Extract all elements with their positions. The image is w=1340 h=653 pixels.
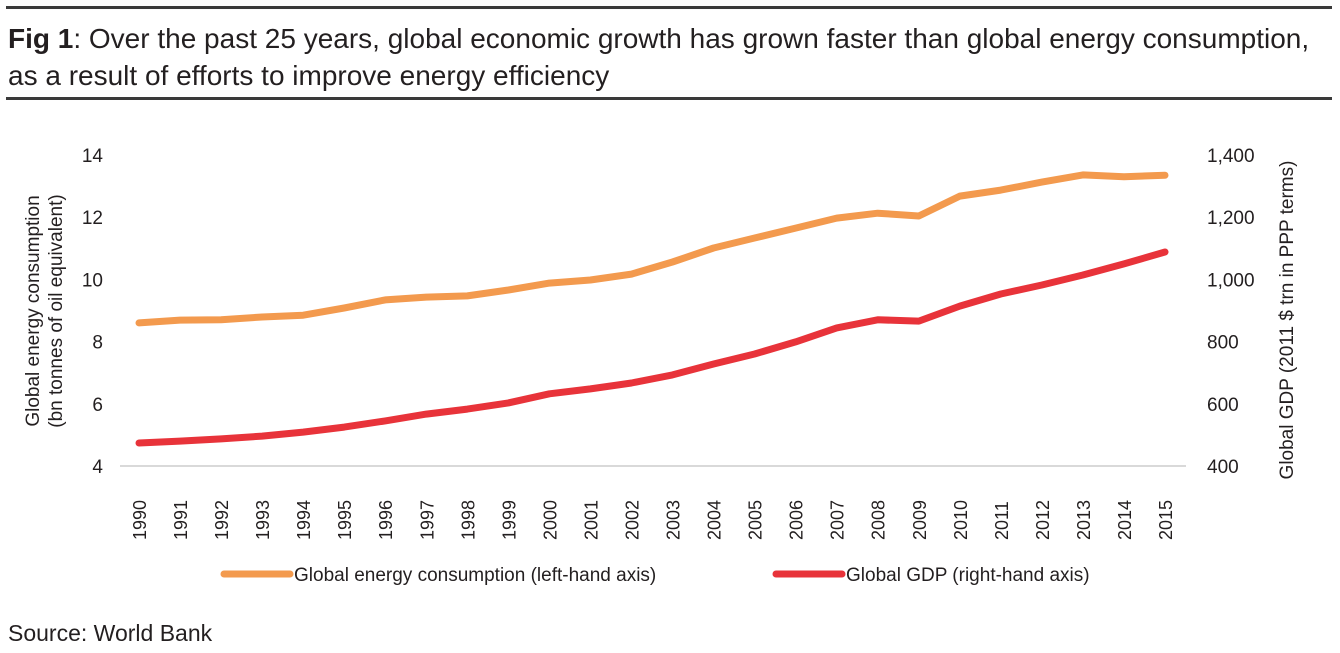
figure-title: Fig 1: Over the past 25 years, global ec…: [8, 20, 1328, 94]
y-left-tick-label: 8: [92, 333, 103, 354]
x-tick-label: 2006: [787, 500, 807, 540]
y-axis-left-label-line1: Global energy consumption: [23, 195, 44, 426]
y-left-tick-label: 14: [82, 146, 104, 167]
x-tick-label: 1995: [335, 500, 355, 540]
y-left-tick-label: 12: [82, 208, 103, 229]
x-tick-label: 2012: [1033, 500, 1053, 540]
figure-label: Fig 1: [8, 23, 74, 54]
y-axis-left-label-line2: (bn tonnes of oil equivalent): [46, 194, 67, 427]
x-tick-label: 2008: [869, 500, 889, 540]
y-right-tick-label: 600: [1207, 395, 1239, 416]
x-tick-label: 2003: [664, 500, 684, 540]
x-tick-label: 1992: [212, 500, 232, 540]
legend: Global energy consumption (left-hand axi…: [220, 565, 1090, 586]
x-tick-label: 2013: [1074, 500, 1094, 540]
x-tick-label: 2014: [1115, 500, 1135, 540]
x-tick-label: 2000: [540, 500, 560, 540]
x-tick-label: 2011: [992, 501, 1012, 540]
x-tick-label: 1998: [458, 500, 478, 540]
figure-caption: : Over the past 25 years, global economi…: [8, 23, 1310, 91]
x-axis-ticks: 1990 1991 1992 1993 1994 1995 1996 1997 1998 1999…: [130, 500, 1176, 540]
x-tick-label: 1996: [376, 500, 396, 540]
x-tick-label: 1991: [171, 500, 191, 540]
x-tick-label: 1994: [294, 500, 314, 540]
x-tick-label: 1999: [499, 500, 519, 540]
x-tick-label: 2010: [951, 500, 971, 540]
x-tick-label: 2015: [1156, 500, 1176, 540]
y-left-tick-label: 4: [92, 457, 103, 478]
x-tick-label: 1993: [253, 500, 273, 540]
y-left-tick-label: 6: [92, 395, 103, 416]
x-tick-label: 2004: [705, 500, 725, 540]
y-axis-left-ticks: 4 6 8 10 12 14: [82, 146, 104, 478]
y-axis-right-ticks: 400 600 800 1,000 1,200 1,400: [1207, 146, 1255, 478]
y-right-tick-label: 400: [1207, 457, 1239, 478]
x-tick-label: 2001: [581, 500, 601, 540]
y-axis-right-label: Global GDP (2011 $ trn in PPP terms): [1277, 161, 1298, 480]
y-left-tick-label: 10: [82, 270, 103, 291]
y-right-tick-label: 1,000: [1207, 270, 1255, 291]
source-note: Source: World Bank: [8, 620, 213, 646]
energy-series-line: [135, 171, 1169, 327]
y-right-tick-label: 800: [1207, 333, 1239, 354]
series-group: [135, 171, 1169, 447]
x-tick-label: 2005: [746, 500, 766, 540]
y-right-tick-label: 1,200: [1207, 208, 1255, 229]
x-tick-label: 1997: [417, 500, 437, 540]
legend-label: Global energy consumption (left-hand axi…: [294, 565, 656, 586]
gdp-series-line: [135, 248, 1169, 447]
x-tick-label: 2007: [828, 500, 848, 540]
legend-label: Global GDP (right-hand axis): [846, 565, 1090, 586]
x-tick-label: 1990: [130, 500, 150, 540]
y-right-tick-label: 1,400: [1207, 146, 1255, 167]
x-tick-label: 2009: [910, 500, 930, 540]
title-rule: [6, 97, 1332, 100]
x-tick-label: 2002: [622, 500, 642, 540]
top-rule: [6, 6, 1332, 9]
